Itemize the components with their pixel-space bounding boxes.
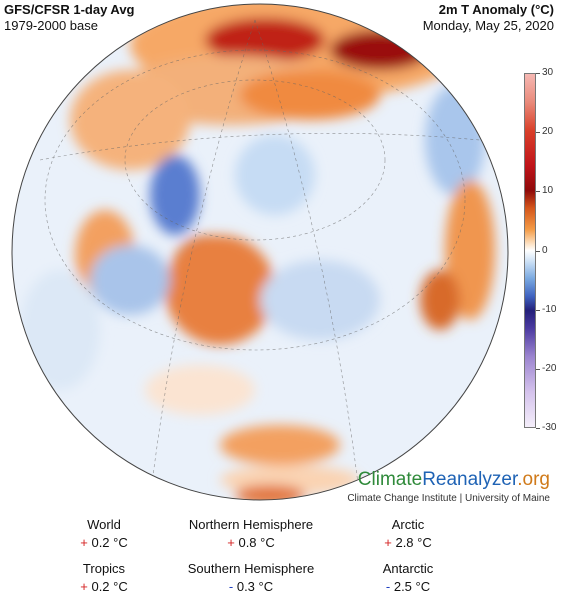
stat-tropics: Tropics + 0.2 °C [14, 560, 194, 596]
stat-sign: + [80, 535, 88, 550]
stat-value: 0.3 °C [236, 579, 274, 594]
colorbar [524, 73, 536, 428]
stat-label: Antarctic [382, 561, 434, 576]
colorbar-tick-label: -20 [542, 362, 557, 374]
header-right: 2m T Anomaly (°C) Monday, May 25, 2020 [423, 2, 554, 34]
colorbar-tick-label: 20 [542, 126, 554, 138]
graticule [39, 19, 481, 500]
variable-title: 2m T Anomaly (°C) [438, 2, 554, 17]
stat-sign: - [228, 579, 234, 594]
brand-logo: ClimateReanalyzer.org [357, 469, 550, 490]
colorbar-tick-mark [536, 309, 540, 311]
stat-sign: + [384, 535, 392, 550]
stat-value: 0.8 °C [238, 535, 275, 550]
dataset-title: GFS/CFSR 1-day Avg [4, 2, 135, 17]
stat-sign: + [80, 579, 88, 594]
colorbar-tick-label: -10 [542, 303, 557, 315]
colorbar-tick-label: -30 [542, 422, 557, 433]
stat-sign: - [385, 579, 391, 594]
colorbar-tick-label: 30 [542, 67, 554, 78]
stat-sign: + [227, 535, 235, 550]
stat-world: World + 0.2 °C [14, 516, 194, 552]
baseline-subtitle: 1979-2000 base [4, 18, 98, 33]
stat-label: Northern Hemisphere [188, 517, 314, 532]
date-subtitle: Monday, May 25, 2020 [422, 18, 554, 33]
stat-northern-hemisphere: Northern Hemisphere + 0.8 °C [161, 516, 341, 552]
header-left: GFS/CFSR 1-day Avg 1979-2000 base [4, 2, 135, 34]
stat-label: Arctic [391, 517, 425, 532]
stat-label: World [87, 517, 121, 532]
stat-value: 0.2 °C [91, 579, 128, 594]
colorbar-tick-mark [536, 191, 540, 193]
colorbar-tick-mark [536, 428, 540, 429]
institution-credit: Climate Change Institute | University of… [347, 493, 550, 504]
colorbar-tick-mark [536, 250, 540, 252]
colorbar-tick-label: 10 [542, 185, 554, 197]
colorbar-tick-mark [536, 132, 540, 134]
stat-antarctic: Antarctic - 2.5 °C [318, 560, 498, 596]
stat-label: Southern Hemisphere [187, 561, 315, 576]
stat-value: 2.5 °C [393, 579, 431, 594]
stat-value: 2.8 °C [395, 535, 432, 550]
colorbar-tick-mark [536, 73, 540, 74]
stat-southern-hemisphere: Southern Hemisphere - 0.3 °C [161, 560, 341, 596]
colorbar-tick-mark [536, 368, 540, 370]
stat-arctic: Arctic + 2.8 °C [318, 516, 498, 552]
colorbar-tick-label: 0 [542, 244, 548, 256]
stat-value: 0.2 °C [91, 535, 128, 550]
stat-label: Tropics [82, 561, 126, 576]
